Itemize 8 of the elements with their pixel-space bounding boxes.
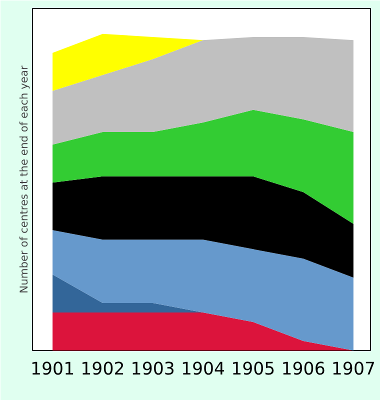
x-tick-label: 1905 <box>231 360 276 380</box>
x-tick-label: 1904 <box>180 360 226 380</box>
x-tick-label: 1906 <box>281 360 326 380</box>
y-axis-title: Number of centres at the end of each year <box>18 64 30 294</box>
x-tick-label: 1907 <box>331 360 376 380</box>
x-tick-label: 1902 <box>80 360 125 380</box>
x-tick-label: 1901 <box>30 360 75 380</box>
x-tick-label: 1903 <box>130 360 175 380</box>
